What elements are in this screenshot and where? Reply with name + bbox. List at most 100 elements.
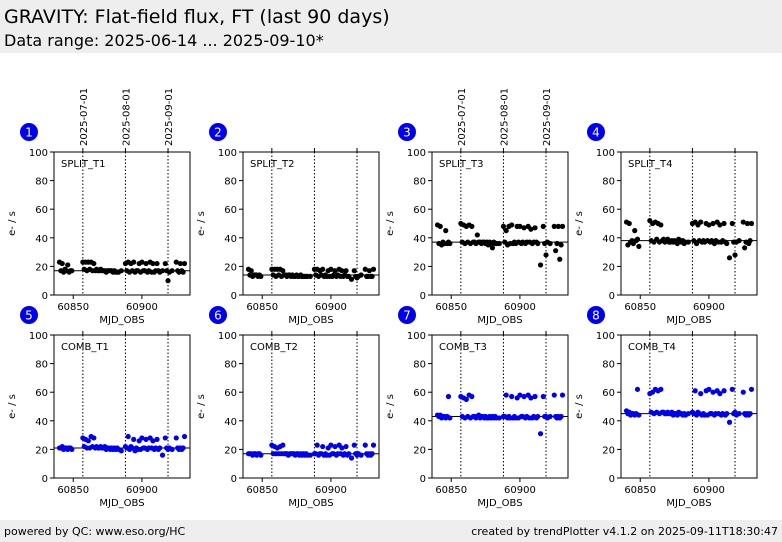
data-point: [632, 228, 638, 234]
data-point: [496, 240, 502, 247]
data-point: [559, 392, 566, 398]
y-tick-label: 40: [224, 417, 237, 428]
y-tick-label: 40: [413, 417, 426, 428]
x-tick-label: 60900: [126, 302, 158, 313]
data-point: [154, 260, 160, 267]
data-point: [307, 273, 313, 280]
data-point: [351, 442, 357, 448]
data-point: [159, 268, 166, 274]
panel-label: SPLIT_T3: [439, 159, 483, 170]
panel-label: COMB_T1: [61, 342, 109, 353]
data-point: [543, 252, 549, 258]
data-point: [358, 272, 364, 278]
data-point: [500, 223, 507, 229]
data-point: [528, 226, 534, 232]
panel-label: COMB_T4: [628, 342, 676, 353]
panel-number: 8: [592, 309, 600, 323]
chart-panel-6: 0 20 40 60 80 100 60850 60900 MJD_OBS e- / s COMB_…: [196, 306, 380, 509]
x-axis-label: MJD_OBS: [477, 498, 522, 509]
data-point: [748, 220, 755, 227]
y-tick-label: 40: [35, 417, 48, 428]
data-point: [724, 411, 730, 417]
data-point: [736, 238, 742, 244]
data-point: [173, 259, 179, 265]
data-point: [537, 431, 544, 437]
date-tick-label: 2025-09-01: [542, 88, 553, 146]
chart-panel-7: 0 20 40 60 80 100 60850 60900 MJD_OBS e- / s COMB_…: [385, 306, 569, 509]
data-point: [180, 269, 186, 275]
data-point: [328, 442, 334, 448]
data-point: [346, 451, 352, 457]
data-point: [535, 240, 541, 247]
data-point: [143, 436, 149, 442]
y-tick-label: 80: [602, 177, 615, 188]
data-point: [143, 260, 149, 267]
panel-number-badge: [209, 306, 227, 324]
y-tick-label: 20: [602, 445, 615, 456]
y-tick-label: 0: [42, 291, 48, 302]
data-point: [463, 396, 469, 402]
footer-bar: powered by QC: www.eso.org/HC created by…: [0, 520, 782, 542]
data-point: [503, 392, 509, 398]
chart-panel-8: 0 20 40 60 80 100 60850 60900 MJD_OBS e- / s COMB_…: [574, 306, 758, 509]
x-axis-label: MJD_OBS: [99, 315, 144, 326]
data-point: [339, 268, 345, 274]
data-point: [721, 220, 727, 227]
panel-number-badge: [20, 123, 38, 141]
data-point: [626, 220, 632, 227]
data-range-subtitle: Data range: 2025-06-14 ... 2025-09-10*: [4, 31, 324, 50]
y-axis-label: e- / s: [196, 394, 207, 419]
data-point: [332, 268, 338, 274]
plot-frame: [620, 334, 758, 479]
x-tick-label: 60850: [57, 485, 89, 496]
data-point: [173, 435, 179, 441]
y-tick-label: 60: [413, 205, 426, 216]
data-point: [547, 413, 553, 420]
data-point: [348, 455, 355, 461]
panel-number-badge: [398, 123, 416, 141]
data-point: [118, 448, 124, 454]
y-tick-label: 40: [35, 234, 48, 245]
x-tick-label: 60900: [504, 485, 536, 496]
data-point: [537, 262, 544, 268]
data-point: [150, 438, 156, 444]
y-axis-label: e- / s: [7, 211, 18, 236]
plot-frame: [242, 151, 380, 296]
data-point: [521, 393, 527, 400]
data-point: [59, 260, 65, 267]
data-point: [69, 446, 75, 452]
data-point: [139, 259, 145, 265]
data-point: [65, 262, 71, 268]
data-point: [370, 442, 377, 448]
data-point: [729, 220, 735, 227]
data-point: [706, 222, 712, 228]
data-point: [369, 273, 375, 280]
y-tick-label: 80: [224, 360, 237, 371]
y-tick-label: 40: [413, 234, 426, 245]
x-tick-label: 60900: [693, 485, 725, 496]
data-point: [557, 256, 563, 262]
data-point: [362, 266, 368, 272]
data-point: [559, 223, 566, 229]
data-point: [85, 438, 91, 444]
data-point: [698, 219, 704, 225]
y-tick-label: 60: [602, 388, 615, 399]
data-point: [721, 388, 727, 394]
data-point: [150, 260, 156, 267]
data-point: [328, 266, 334, 272]
data-point: [698, 391, 704, 397]
data-point: [636, 243, 642, 249]
data-point: [535, 413, 541, 420]
date-tick-label: 2025-09-01: [164, 88, 175, 146]
x-tick-label: 60850: [246, 302, 278, 313]
y-tick-label: 0: [420, 291, 426, 302]
panel-label: COMB_T3: [439, 342, 487, 353]
y-tick-label: 100: [29, 331, 48, 342]
x-axis-label: MJD_OBS: [288, 315, 333, 326]
data-point: [258, 452, 264, 458]
y-tick-label: 40: [224, 234, 237, 245]
x-tick-label: 60900: [504, 302, 536, 313]
data-point: [532, 393, 538, 400]
y-tick-label: 60: [224, 388, 237, 399]
